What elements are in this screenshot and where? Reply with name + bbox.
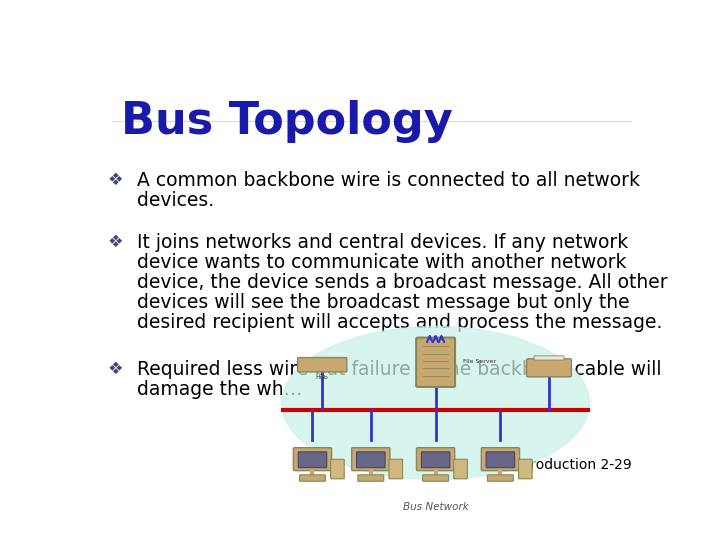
FancyBboxPatch shape xyxy=(526,359,572,377)
Text: It joins networks and central devices. If any network: It joins networks and central devices. I… xyxy=(138,233,629,252)
FancyBboxPatch shape xyxy=(356,452,385,468)
FancyBboxPatch shape xyxy=(518,460,532,479)
FancyBboxPatch shape xyxy=(300,475,325,481)
FancyBboxPatch shape xyxy=(298,452,327,468)
Text: Required less wire but failure of the backbone cable will: Required less wire but failure of the ba… xyxy=(138,360,662,379)
FancyBboxPatch shape xyxy=(416,448,455,471)
Text: ❖: ❖ xyxy=(107,171,123,189)
FancyBboxPatch shape xyxy=(351,448,390,471)
FancyBboxPatch shape xyxy=(297,357,347,372)
FancyBboxPatch shape xyxy=(416,338,455,387)
FancyBboxPatch shape xyxy=(358,475,384,481)
FancyBboxPatch shape xyxy=(454,460,467,479)
Text: devices.: devices. xyxy=(138,191,215,210)
FancyBboxPatch shape xyxy=(293,448,332,471)
FancyBboxPatch shape xyxy=(534,356,564,360)
Text: Hub: Hub xyxy=(316,375,328,380)
FancyBboxPatch shape xyxy=(389,460,402,479)
Text: devices will see the broadcast message but only the: devices will see the broadcast message b… xyxy=(138,293,630,312)
Text: damage the wh…: damage the wh… xyxy=(138,380,303,399)
Text: Introduction 2-29: Introduction 2-29 xyxy=(511,458,631,472)
FancyBboxPatch shape xyxy=(487,475,513,481)
Text: Bus Topology: Bus Topology xyxy=(121,100,452,143)
Text: device wants to communicate with another network: device wants to communicate with another… xyxy=(138,253,627,272)
Text: Bus Network: Bus Network xyxy=(402,502,469,512)
Text: ❖: ❖ xyxy=(107,360,123,378)
Text: device, the device sends a broadcast message. All other: device, the device sends a broadcast mes… xyxy=(138,273,668,292)
FancyBboxPatch shape xyxy=(423,475,449,481)
FancyBboxPatch shape xyxy=(421,452,450,468)
FancyBboxPatch shape xyxy=(481,448,520,471)
Text: ❖: ❖ xyxy=(107,233,123,251)
FancyBboxPatch shape xyxy=(486,452,515,468)
Text: A common backbone wire is connected to all network: A common backbone wire is connected to a… xyxy=(138,171,640,190)
Text: File Server: File Server xyxy=(463,359,496,363)
Ellipse shape xyxy=(282,327,590,480)
Text: desired recipient will accepts and process the message.: desired recipient will accepts and proce… xyxy=(138,313,663,332)
FancyBboxPatch shape xyxy=(330,460,344,479)
